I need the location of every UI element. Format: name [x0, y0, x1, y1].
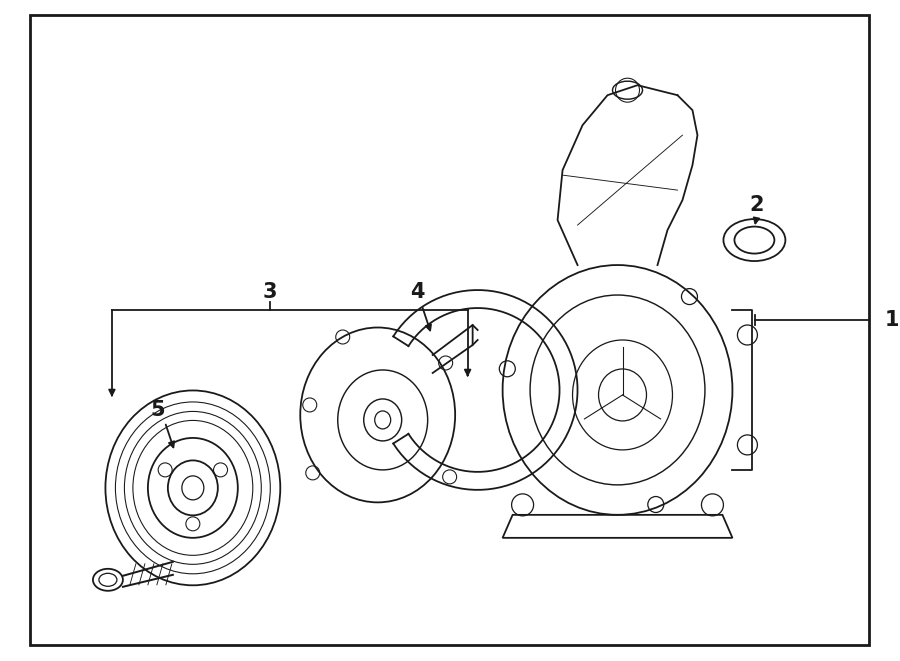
- Text: 4: 4: [410, 282, 425, 302]
- Text: 2: 2: [749, 195, 764, 215]
- Text: 1: 1: [885, 310, 899, 330]
- Text: 5: 5: [150, 400, 166, 420]
- Text: 3: 3: [263, 282, 277, 302]
